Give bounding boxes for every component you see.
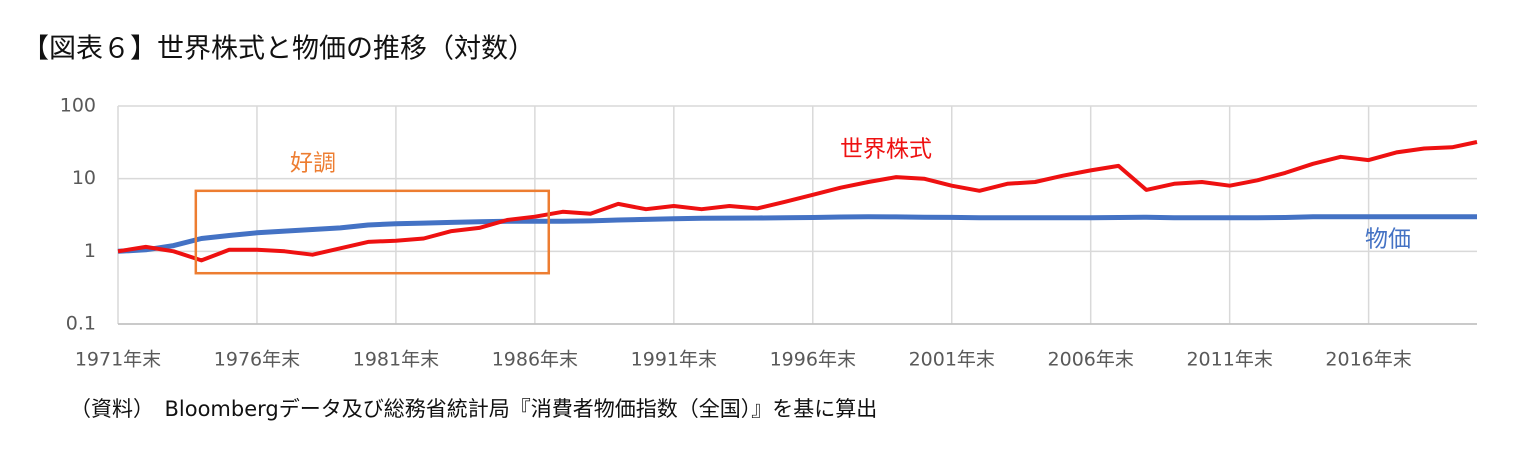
y-tick-label: 10	[72, 167, 96, 189]
series-label: 物価	[1365, 227, 1411, 253]
x-tick-label: 1991年末	[631, 349, 717, 371]
x-tick-label: 2006年末	[1048, 349, 1134, 371]
source-note: （資料） Bloombergデータ及び総務省統計局『消費者物価指数（全国）』を基…	[70, 397, 877, 421]
x-tick-label: 1971年末	[75, 349, 161, 371]
x-tick-label: 1981年末	[353, 349, 439, 371]
series-line	[117, 140, 1478, 263]
y-tick-label: 0.1	[66, 313, 96, 335]
series-line	[117, 214, 1477, 254]
x-tick-label: 2001年末	[909, 349, 995, 371]
y-tick-label: 100	[60, 95, 96, 117]
x-tick-label: 2011年末	[1186, 349, 1272, 371]
series-label: 世界株式	[840, 137, 932, 163]
x-tick-label: 2016年末	[1325, 349, 1411, 371]
annotation-box	[194, 189, 551, 275]
x-tick-label: 1976年末	[214, 349, 300, 371]
annotation-label: 好調	[290, 151, 336, 177]
x-tick-label: 1986年末	[492, 349, 578, 371]
y-tick-label: 1	[84, 240, 96, 262]
chart-title: 【図表６】世界株式と物価の推移（対数）	[22, 34, 535, 65]
x-tick-label: 1996年末	[770, 349, 856, 371]
